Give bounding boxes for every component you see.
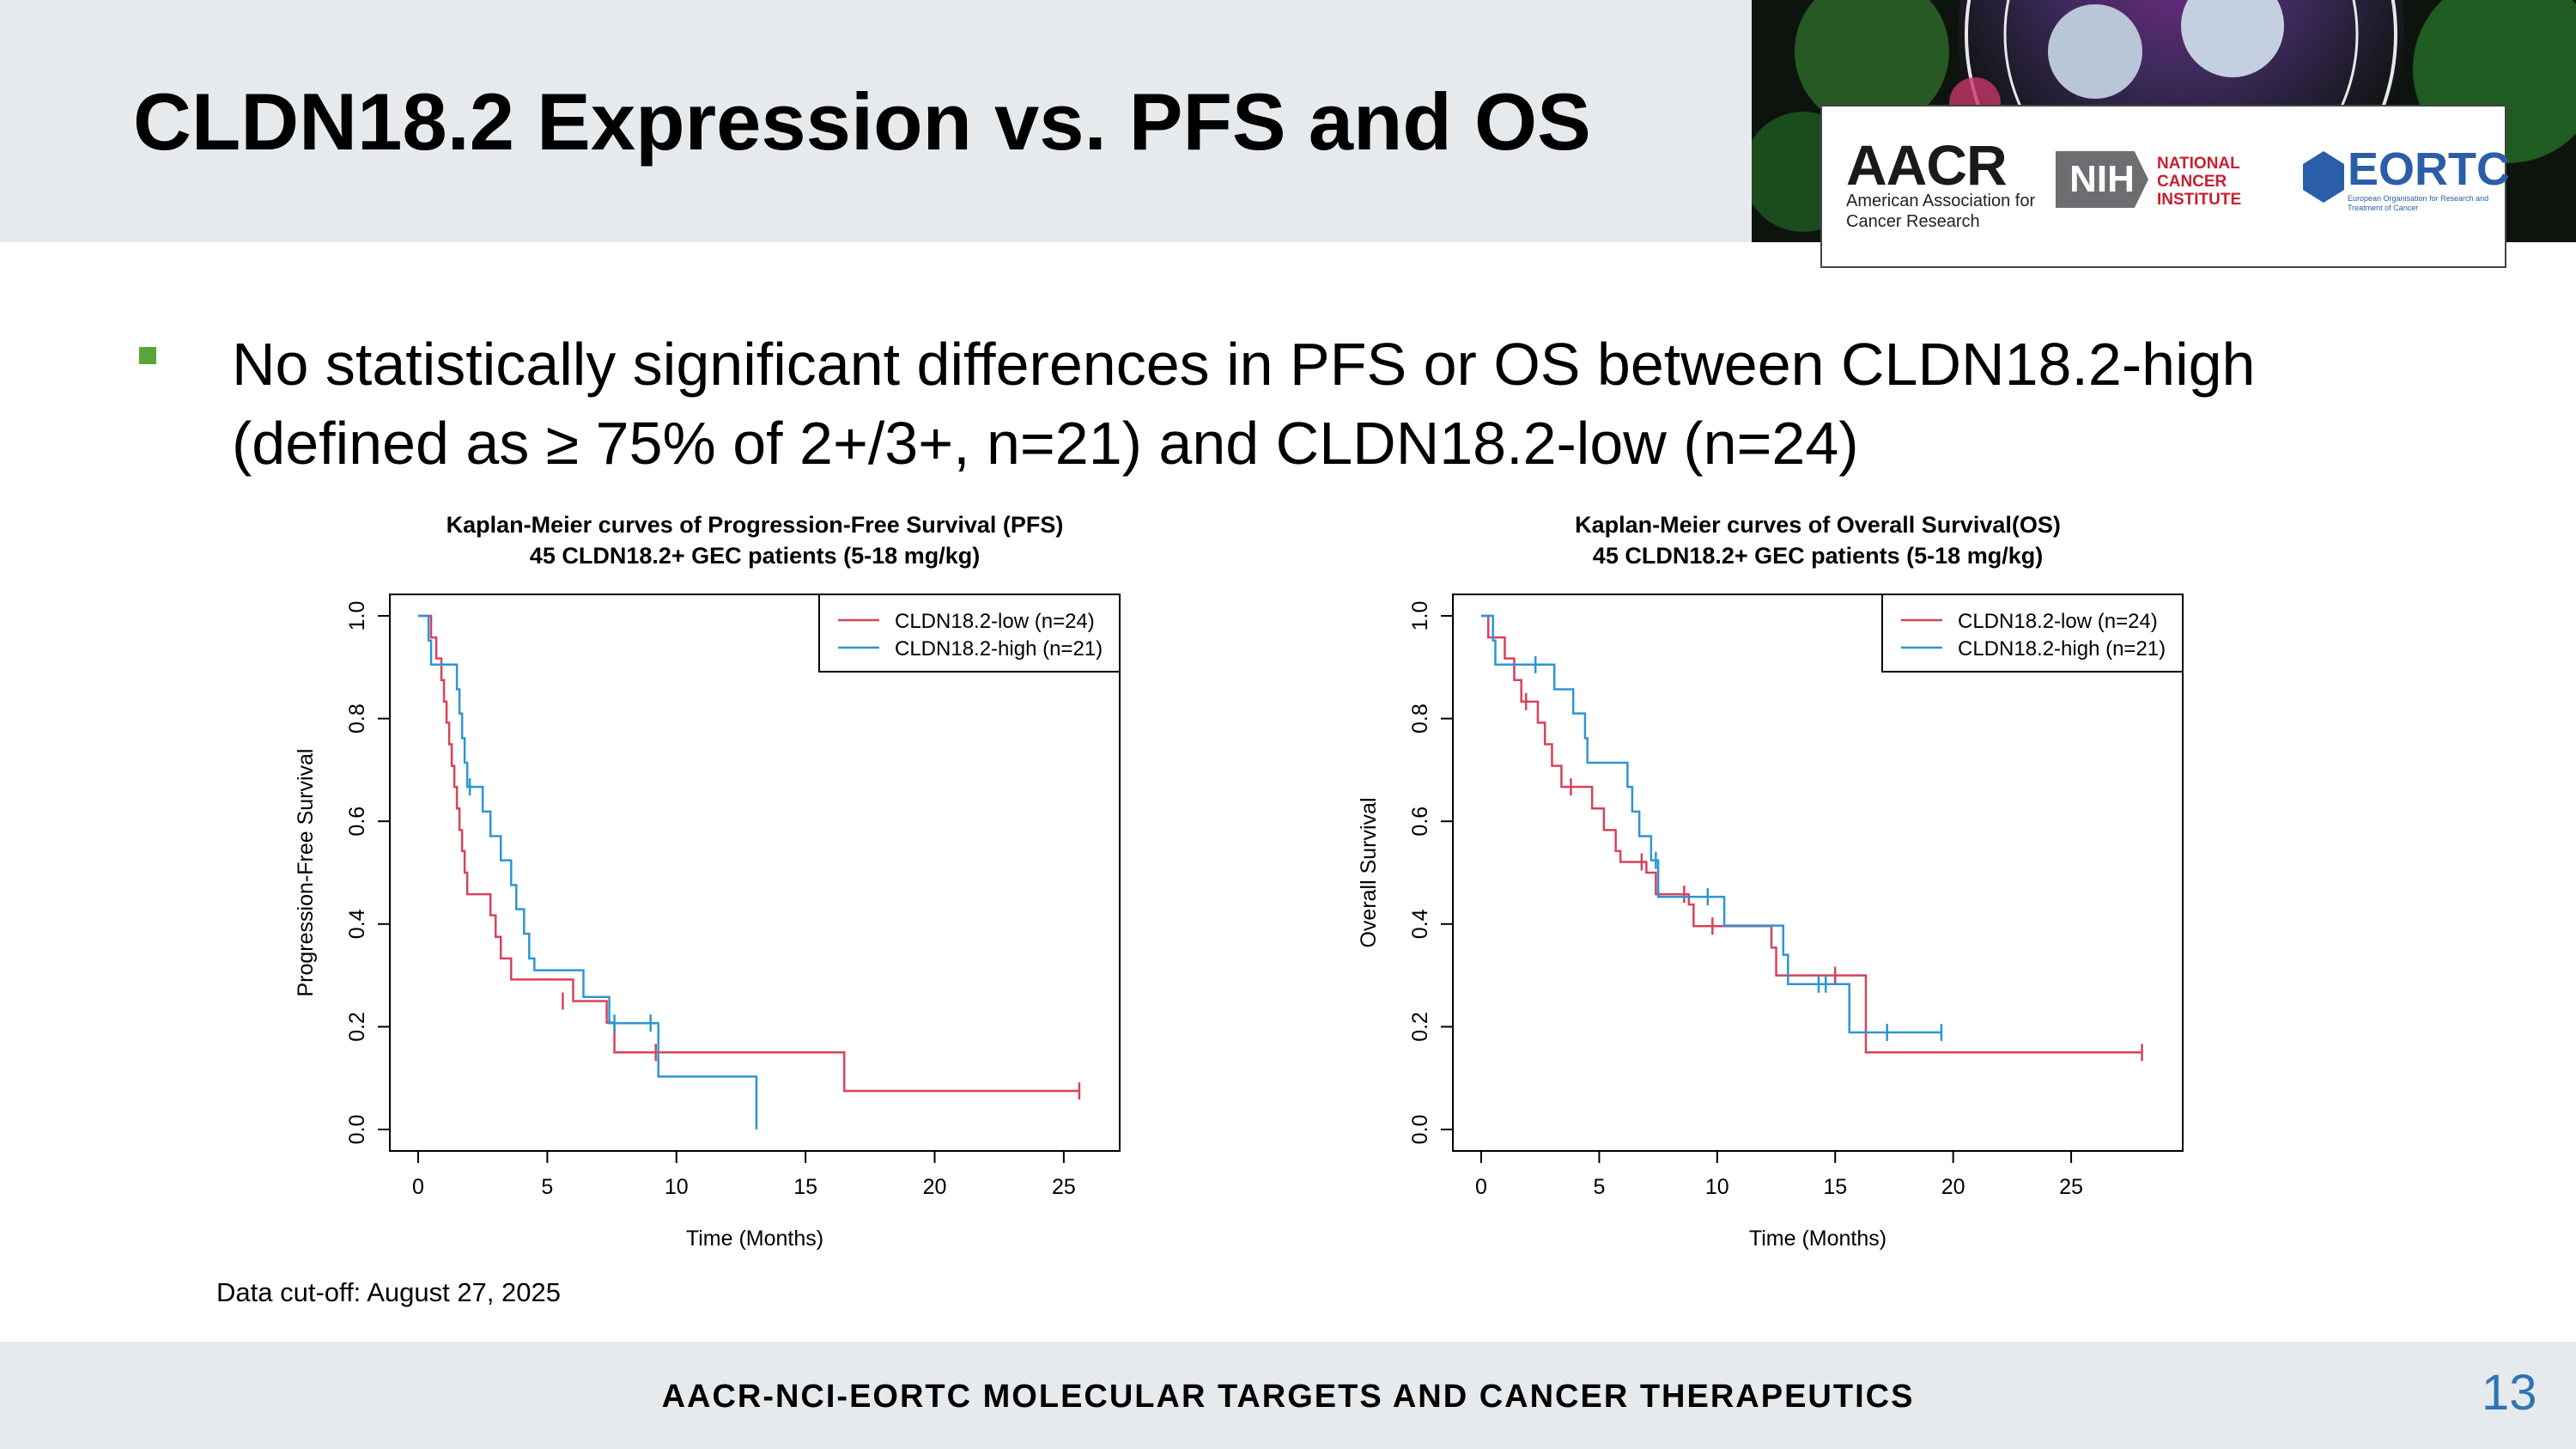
x-tick-label: 15 bbox=[793, 1175, 817, 1199]
page-number: 13 bbox=[2482, 1365, 2537, 1421]
y-tick-label: 0.6 bbox=[345, 807, 369, 837]
y-tick-label: 0.0 bbox=[1408, 1115, 1432, 1145]
os-chart: Kaplan-Meier curves of Overall Survival(… bbox=[1357, 512, 2184, 1251]
y-tick-label: 0.2 bbox=[1408, 1012, 1432, 1042]
y-tick-label: 0.6 bbox=[1408, 807, 1432, 837]
x-tick-label: 5 bbox=[1593, 1175, 1605, 1199]
x-tick-label: 10 bbox=[1705, 1175, 1729, 1199]
chart-subtitle: 45 CLDN18.2+ GEC patients (5-18 mg/kg) bbox=[530, 543, 980, 569]
x-tick-label: 5 bbox=[541, 1175, 553, 1199]
aacr-logo: AACR bbox=[1846, 133, 2008, 197]
y-tick-label: 0.4 bbox=[345, 909, 369, 939]
chart-title: Kaplan-Meier curves of Overall Survival(… bbox=[1575, 512, 2061, 538]
y-tick-label: 1.0 bbox=[345, 601, 369, 631]
y-tick-label: 1.0 bbox=[1408, 601, 1432, 631]
y-tick-label: 0.8 bbox=[345, 703, 369, 734]
y-tick-label: 0.8 bbox=[1408, 703, 1432, 734]
sponsor-logos: AACR American Association for Cancer Res… bbox=[1820, 105, 2510, 268]
eortc-mark-icon bbox=[2303, 151, 2344, 203]
legend-label: CLDN18.2-high (n=21) bbox=[1958, 637, 2166, 661]
page-title: CLDN18.2 Expression vs. PFS and OS bbox=[133, 76, 1591, 167]
x-axis-label: Time (Months) bbox=[1749, 1227, 1886, 1251]
eortc-logo: EORTC bbox=[2348, 143, 2510, 195]
chart-title: Kaplan-Meier curves of Progression-Free … bbox=[447, 512, 1064, 538]
data-cutoff-note: Data cut-off: August 27, 2025 bbox=[216, 1277, 561, 1307]
km-curve-low bbox=[1481, 614, 2142, 1054]
footer-band bbox=[0, 1342, 2576, 1449]
plot-frame bbox=[1452, 594, 2184, 1152]
x-tick-label: 10 bbox=[665, 1175, 689, 1199]
x-tick-label: 20 bbox=[1941, 1175, 1965, 1199]
pfs-chart: Kaplan-Meier curves of Progression-Free … bbox=[294, 512, 1121, 1251]
y-tick-label: 0.0 bbox=[345, 1115, 369, 1145]
x-tick-label: 0 bbox=[1475, 1175, 1487, 1199]
legend-label: CLDN18.2-low (n=24) bbox=[1958, 610, 2158, 633]
plot-frame bbox=[389, 594, 1121, 1152]
footer-conference-name: AACR-NCI-EORTC MOLECULAR TARGETS AND CAN… bbox=[661, 1379, 1915, 1415]
km-curve-low bbox=[418, 614, 1079, 1093]
legend-box bbox=[1881, 594, 2184, 673]
nci-logo-caption: NATIONAL CANCER INSTITUTE bbox=[2157, 155, 2242, 209]
y-axis-label: Progression-Free Survival bbox=[294, 749, 318, 997]
y-axis-label: Overall Survival bbox=[1357, 797, 1381, 947]
km-curve-high bbox=[1481, 614, 1941, 1034]
nih-logo: NIH bbox=[2056, 151, 2148, 208]
x-tick-label: 15 bbox=[1823, 1175, 1847, 1199]
x-tick-label: 0 bbox=[412, 1175, 424, 1199]
legend-box bbox=[818, 594, 1121, 673]
chart-subtitle: 45 CLDN18.2+ GEC patients (5-18 mg/kg) bbox=[1593, 543, 2043, 569]
legend-label: CLDN18.2-low (n=24) bbox=[895, 610, 1095, 633]
legend-label: CLDN18.2-high (n=21) bbox=[895, 637, 1103, 661]
eortc-logo-caption: European Organisation for Research and T… bbox=[2348, 194, 2489, 212]
y-tick-label: 0.4 bbox=[1408, 909, 1432, 939]
y-tick-label: 0.2 bbox=[345, 1012, 369, 1042]
aacr-logo-caption: American Association for Cancer Research bbox=[1846, 192, 2036, 231]
x-tick-label: 25 bbox=[2059, 1175, 2083, 1199]
bullet-text: No statistically significant differences… bbox=[232, 331, 2256, 477]
bullet-square-icon bbox=[139, 347, 156, 364]
x-tick-label: 20 bbox=[923, 1175, 947, 1199]
x-tick-label: 25 bbox=[1052, 1175, 1076, 1199]
km-curve-high bbox=[418, 614, 758, 1129]
x-axis-label: Time (Months) bbox=[686, 1227, 823, 1251]
